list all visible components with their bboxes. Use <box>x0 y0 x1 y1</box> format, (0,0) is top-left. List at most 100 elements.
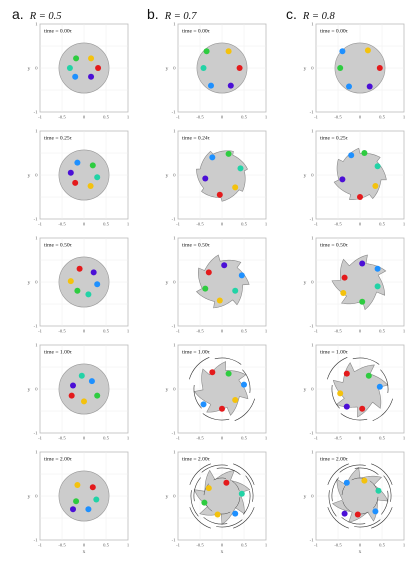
panel-r1-c: -1 -0.5 0 0.5 1 -1 0 1 y time = 0.00τ <box>304 22 406 120</box>
y-tick-label: 1 <box>35 343 38 348</box>
column-label-a: R = 0.5 <box>29 11 62 22</box>
particle-dot <box>202 175 209 182</box>
particle-dot <box>87 183 94 189</box>
column-letter-a: a. <box>12 6 24 22</box>
column-header-a: a. R = 0.5 <box>12 6 62 23</box>
particle-dot <box>343 479 350 486</box>
x-tick-label: -0.5 <box>334 436 342 441</box>
particle-dot <box>346 83 352 90</box>
x-tick-label: 0.5 <box>103 543 109 548</box>
particle-dot <box>209 369 216 376</box>
filament-strand <box>371 507 393 529</box>
particle-dot <box>340 290 347 296</box>
particle-dot <box>354 511 361 518</box>
column-header-b: b. R = 0.7 <box>147 6 197 23</box>
particle-dot <box>208 82 214 89</box>
particle-dot <box>364 47 371 54</box>
particle-dot <box>339 176 346 183</box>
particle-dot <box>361 150 368 156</box>
particle-dot <box>70 506 76 513</box>
time-label: time = 0.25τ <box>320 136 349 142</box>
y-axis-label: y <box>304 280 307 286</box>
x-axis-label: x <box>359 549 362 555</box>
panel-r2-a: -1 -0.5 0 0.5 1 -1 0 1 y time = 0.25τ <box>28 129 130 227</box>
particle-dot <box>94 174 101 181</box>
filament-strand <box>189 357 210 380</box>
body-pinwheel <box>196 254 250 309</box>
x-tick-label: -0.5 <box>196 329 204 334</box>
x-tick-label: 0 <box>221 115 224 120</box>
y-axis-label: y <box>304 173 307 179</box>
particle-dot <box>74 287 81 294</box>
y-tick-label: 0 <box>311 387 314 392</box>
filament-strand <box>340 413 368 421</box>
y-tick-label: -1 <box>34 110 39 115</box>
panel-r4-a: -1 -0.5 0 0.5 1 -1 0 1 y time = 1.00τ <box>28 343 130 441</box>
y-axis-label: y <box>166 173 169 179</box>
x-tick-label: 1 <box>127 222 130 227</box>
column-header-c: c. R = 0.8 <box>286 6 335 23</box>
particle-dot <box>88 73 95 80</box>
particle-dot <box>339 48 346 55</box>
particle-dot <box>237 165 244 172</box>
y-axis-label: y <box>304 66 307 72</box>
x-tick-label: 0 <box>221 222 224 227</box>
body-disk <box>196 42 248 94</box>
y-tick-label: 1 <box>311 450 314 455</box>
particle-dot <box>200 65 207 71</box>
x-tick-label: 1 <box>127 329 130 334</box>
particle-dot <box>85 506 92 513</box>
x-tick-label: -0.5 <box>334 222 342 227</box>
y-tick-label: 0 <box>311 280 314 285</box>
x-tick-label: 1 <box>403 115 406 120</box>
filament-strand <box>339 464 366 473</box>
particle-dot <box>376 383 383 390</box>
time-label: time = 0.50τ <box>320 243 349 249</box>
x-tick-label: 0.5 <box>379 329 385 334</box>
panel-r3-a: -1 -0.5 0 0.5 1 -1 0 1 y time = 0.50τ <box>28 236 130 334</box>
particle-dot <box>73 55 80 62</box>
x-tick-label: -1 <box>38 543 43 548</box>
particle-dot <box>74 482 81 488</box>
particle-dot <box>76 265 83 272</box>
y-tick-label: 1 <box>311 236 314 241</box>
body-pinwheel <box>193 469 251 525</box>
particle-dot <box>223 479 230 486</box>
y-tick-label: -1 <box>34 217 39 222</box>
particle-dot <box>359 260 366 267</box>
filament-strand <box>371 463 393 485</box>
inner-filament <box>231 480 240 491</box>
filament-strand <box>193 384 202 409</box>
y-tick-label: 0 <box>311 66 314 71</box>
y-tick-label: -1 <box>172 431 177 436</box>
inner-filament <box>213 477 227 481</box>
particle-dot <box>376 65 383 71</box>
particle-dot <box>359 298 366 305</box>
particle-dot <box>343 403 350 410</box>
particle-dot <box>366 83 373 90</box>
column-letter-c: c. <box>286 6 297 22</box>
x-tick-label: 1 <box>403 329 406 334</box>
filament-strand <box>327 507 349 529</box>
y-tick-label: -1 <box>172 217 177 222</box>
y-axis-label: y <box>28 280 31 286</box>
particle-dot <box>93 496 100 503</box>
filament-strand <box>216 519 243 528</box>
particle-dot <box>343 370 350 377</box>
x-tick-label: 0 <box>221 543 224 548</box>
x-tick-label: -0.5 <box>334 329 342 334</box>
y-tick-label: -1 <box>310 431 315 436</box>
y-tick-label: -1 <box>310 110 315 115</box>
x-tick-label: -1 <box>314 436 319 441</box>
panel-r1-b: -1 -0.5 0 0.5 1 -1 0 1 y time = 0.00τ <box>166 22 268 120</box>
x-tick-label: 1 <box>403 543 406 548</box>
filament-strand <box>354 467 379 475</box>
filament-strand <box>327 463 349 485</box>
particle-dot <box>78 372 85 379</box>
x-tick-label: 1 <box>127 436 130 441</box>
x-tick-label: -0.5 <box>334 115 342 120</box>
particle-dot <box>348 152 355 159</box>
particle-dot <box>209 154 216 161</box>
x-tick-label: 0.5 <box>241 115 247 120</box>
